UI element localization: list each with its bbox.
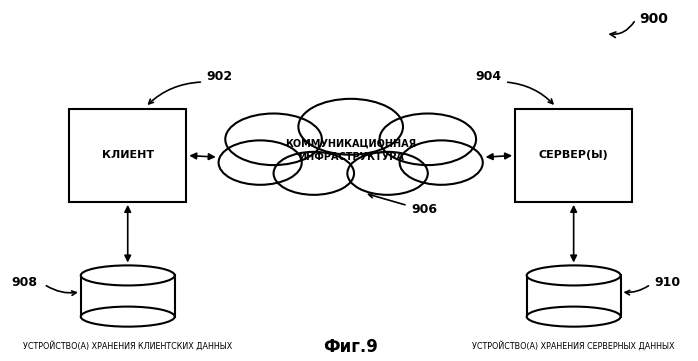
Text: 908: 908 [11,276,37,289]
Circle shape [298,99,403,155]
Text: УСТРОЙСТВО(А) ХРАНЕНИЯ СЕРВЕРНЫХ ДАННЫХ: УСТРОЙСТВО(А) ХРАНЕНИЯ СЕРВЕРНЫХ ДАННЫХ [473,341,675,351]
Text: 910: 910 [654,276,681,289]
Text: СЕРВЕР(Ы): СЕРВЕР(Ы) [539,151,609,160]
Polygon shape [527,275,621,317]
Text: КОММУНИКАЦИОННАЯ
ИНФРАСТРУКТУРА: КОММУНИКАЦИОННАЯ ИНФРАСТРУКТУРА [285,138,416,162]
Circle shape [400,140,483,185]
Text: 902: 902 [207,70,232,83]
Ellipse shape [81,306,174,327]
Text: 906: 906 [411,203,437,216]
Text: 900: 900 [639,12,668,26]
Text: Фиг.9: Фиг.9 [323,338,378,356]
Polygon shape [81,275,174,317]
Text: 904: 904 [475,70,502,83]
FancyBboxPatch shape [515,109,632,202]
Circle shape [218,140,302,185]
Ellipse shape [527,306,621,327]
Text: УСТРОЙСТВО(А) ХРАНЕНИЯ КЛИЕНТСКИХ ДАННЫХ: УСТРОЙСТВО(А) ХРАНЕНИЯ КЛИЕНТСКИХ ДАННЫХ [23,341,232,351]
Ellipse shape [527,265,621,286]
Ellipse shape [81,265,174,286]
Text: КЛИЕНТ: КЛИЕНТ [102,151,154,160]
FancyBboxPatch shape [69,109,186,202]
Circle shape [380,113,476,165]
Circle shape [348,152,428,195]
Circle shape [225,113,322,165]
Circle shape [274,152,354,195]
